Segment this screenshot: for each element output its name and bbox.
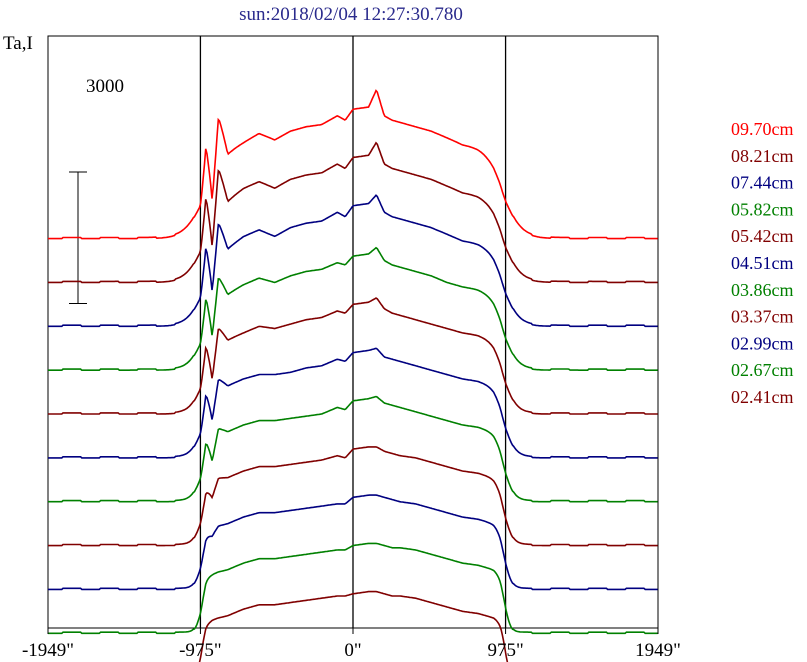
legend-entry: 02.99cm xyxy=(731,333,794,353)
series-line-02-41cm xyxy=(198,590,509,662)
reference-lines xyxy=(199,36,507,628)
legend-entry: 02.67cm xyxy=(731,360,794,380)
legend-entry: 05.42cm xyxy=(731,226,794,246)
y-axis-label: Ta,I xyxy=(3,33,33,54)
x-tick-label: 1949" xyxy=(635,640,681,661)
chart-title: sun:2018/02/04 12:27:30.780 xyxy=(239,4,463,25)
legend-entry: 07.44cm xyxy=(731,173,794,193)
legend-entry: 03.86cm xyxy=(731,280,794,300)
legend-entry: 08.21cm xyxy=(731,146,794,166)
series-line-02-67cm xyxy=(48,542,658,635)
series-line-09-70cm xyxy=(48,89,658,240)
series-line-05-82cm xyxy=(48,246,658,372)
series-line-03-86cm xyxy=(48,395,658,503)
x-tick-label: 975" xyxy=(487,640,523,661)
series-line-02-99cm xyxy=(48,494,658,591)
series-line-08-21cm xyxy=(48,141,658,284)
x-tick-label: -1949" xyxy=(22,640,74,661)
scale-bar-label: 3000 xyxy=(86,76,124,97)
x-tick-label: -975" xyxy=(179,640,222,661)
legend-entry: 04.51cm xyxy=(731,253,794,273)
series-line-04-51cm xyxy=(48,347,658,459)
legend-entry: 03.37cm xyxy=(731,307,794,327)
x-tick-label: 0" xyxy=(344,640,361,661)
legend: 09.70cm 08.21cm 07.44cm 05.82cm 05.42cm 04.51… xyxy=(731,119,794,407)
series-line-07-44cm xyxy=(48,194,658,328)
series-line-03-37cm xyxy=(48,446,658,547)
legend-entry: 05.82cm xyxy=(731,199,794,219)
x-axis-ticks: -1949" -975" 0" 975" 1949" xyxy=(22,628,681,661)
legend-entry: 09.70cm xyxy=(731,119,794,139)
legend-entry: 02.41cm xyxy=(731,387,794,407)
series-line-05-42cm xyxy=(48,297,658,415)
series-group xyxy=(48,89,658,662)
